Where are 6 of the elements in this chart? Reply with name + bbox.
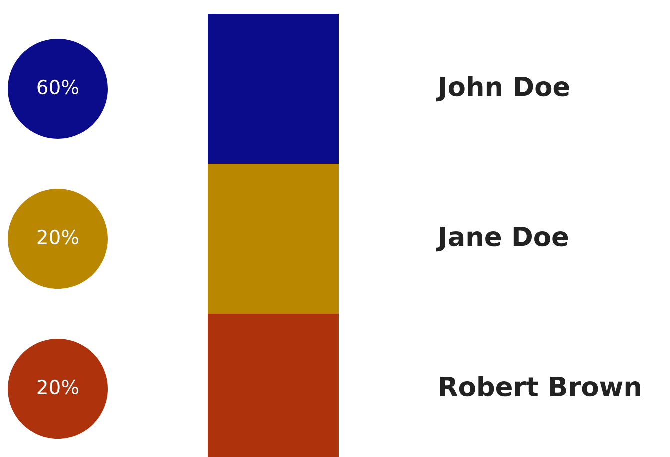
- category-label: John Doe: [436, 76, 570, 102]
- category-label: Jane Doe: [436, 227, 568, 252]
- data-label: 60%: [38, 80, 79, 95]
- data-label: 20%: [38, 230, 79, 245]
- data-label: 20%: [38, 380, 79, 395]
- category-label: Robert Brown: [440, 376, 640, 397]
